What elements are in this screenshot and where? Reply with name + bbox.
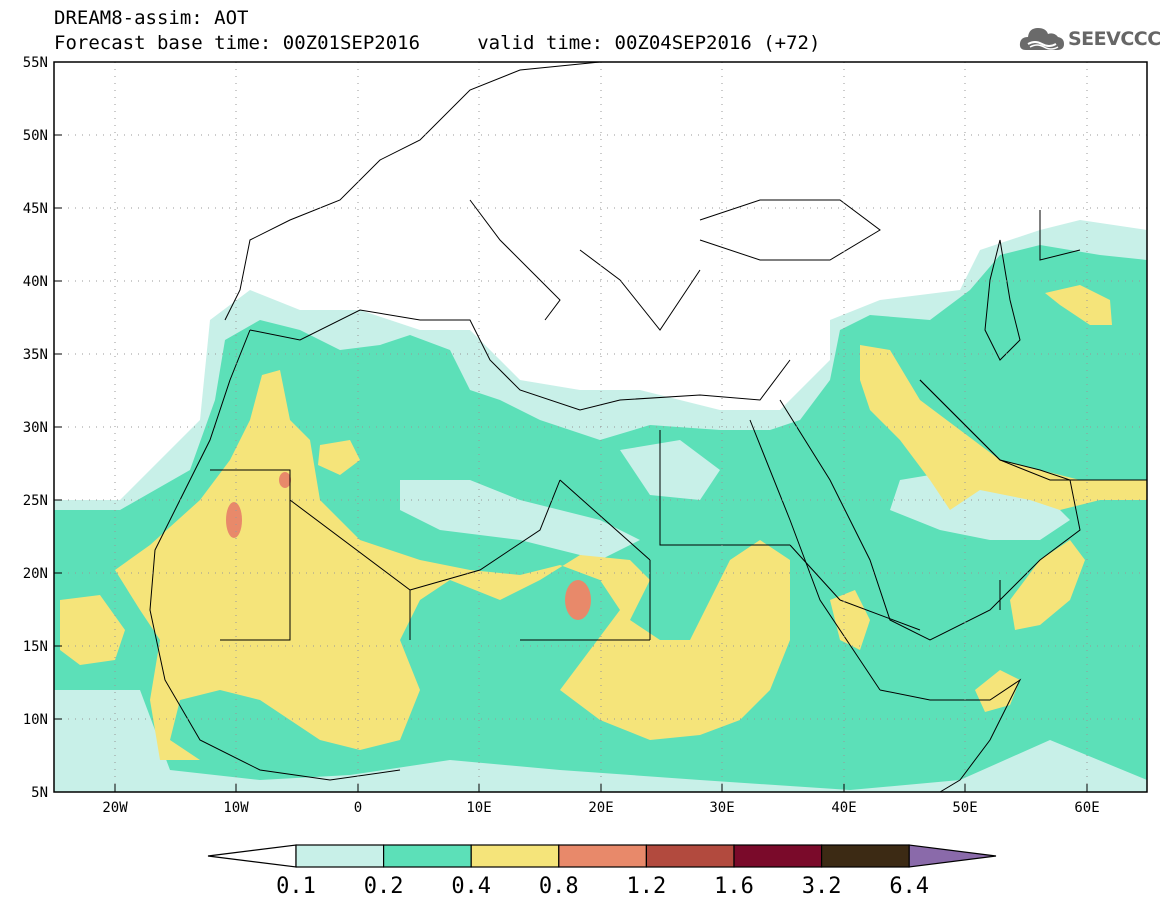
lat-label: 25N xyxy=(23,493,48,509)
aot-band-0.4 xyxy=(60,595,125,665)
lon-label: 40E xyxy=(831,800,856,816)
west-africa-coast xyxy=(149,329,401,781)
colorbar-label: 0.1 xyxy=(276,874,316,899)
lat-label: 10N xyxy=(23,712,48,728)
lon-label: 0 xyxy=(354,800,362,816)
colorbar-label: 1.2 xyxy=(627,874,667,899)
aot-band-0.4 xyxy=(1010,540,1085,630)
forecast-times: Forecast base time: 00Z01SEP2016 valid t… xyxy=(54,32,821,54)
mediterranean-south-coast xyxy=(249,309,791,411)
aot-band-0.4 xyxy=(115,370,790,760)
aot-band-0.8 xyxy=(226,502,242,538)
cloud-icon xyxy=(1019,28,1064,50)
colorbar-labels: 0.1 0.2 0.4 0.8 1.2 1.6 3.2 6.4 xyxy=(276,874,929,899)
aot-pocket xyxy=(620,440,720,500)
lat-label: 40N xyxy=(23,274,48,290)
colorbar-swatch xyxy=(645,844,735,868)
aot-band-0.4 xyxy=(1045,285,1112,325)
lon-label: 60E xyxy=(1074,800,1099,816)
lon-label: 50E xyxy=(952,800,977,816)
colorbar-swatch xyxy=(470,844,560,868)
coastlines xyxy=(149,62,1147,792)
lat-labels: 55N 50N 45N 40N 35N 30N 25N 20N 15N 10N … xyxy=(23,55,48,801)
caspian-coast xyxy=(984,239,1021,361)
logo-text: SEEVCCC xyxy=(1068,28,1161,50)
colorbar xyxy=(207,844,997,868)
red-sea-coast xyxy=(749,419,881,691)
colorbar-label: 1.6 xyxy=(714,874,754,899)
aot-band-0.8 xyxy=(279,472,291,488)
colorbar-left-arrow xyxy=(207,844,297,868)
lon-label: 20E xyxy=(588,800,613,816)
aot-band-0.4 xyxy=(318,440,360,475)
lat-label: 35N xyxy=(23,347,48,363)
lon-label: 20W xyxy=(102,800,128,816)
colorbar-swatch xyxy=(295,844,385,868)
persian-gulf-coast xyxy=(919,379,1147,481)
horn-africa-coast xyxy=(879,678,1022,792)
lon-label: 30E xyxy=(709,800,734,816)
aot-band-0.4 xyxy=(860,345,1147,510)
colorbar-right-arrow xyxy=(908,844,997,868)
colorbar-swatch xyxy=(558,844,647,868)
lat-label: 20N xyxy=(23,566,48,582)
europe-coast xyxy=(224,62,601,321)
colorbar-swatch xyxy=(820,844,910,868)
colorbar-label: 0.4 xyxy=(451,874,491,899)
colorbar-label: 0.2 xyxy=(364,874,404,899)
colorbar-label: 3.2 xyxy=(802,874,842,899)
lon-labels: 20W 10W 0 10E 20E 30E 40E 50E 60E xyxy=(102,800,1099,816)
colorbar-label: 0.8 xyxy=(539,874,579,899)
lat-label: 30N xyxy=(23,420,48,436)
colorbar-swatch xyxy=(733,844,823,868)
lat-label: 45N xyxy=(23,201,48,217)
greece-coast xyxy=(579,249,701,331)
colorbar-swatch xyxy=(383,844,472,868)
seevccc-logo: SEEVCCC xyxy=(1018,22,1161,58)
italy-coast xyxy=(469,199,561,321)
tick-marks xyxy=(54,61,1088,792)
black-sea-coast xyxy=(699,199,881,261)
map-title: DREAM8-assim: AOT xyxy=(54,7,249,29)
lat-label: 15N xyxy=(23,639,48,655)
lat-label: 50N xyxy=(23,128,48,144)
aot-band-0.4 xyxy=(830,590,870,650)
aot-band-0.8 xyxy=(565,580,591,620)
colorbar-label: 6.4 xyxy=(889,874,929,899)
lat-label: 5N xyxy=(31,785,48,801)
lon-label: 10E xyxy=(466,800,491,816)
lon-label: 10W xyxy=(223,800,249,816)
country-borders xyxy=(210,210,1081,641)
graticule xyxy=(54,62,1147,792)
lat-label: 55N xyxy=(23,55,48,71)
